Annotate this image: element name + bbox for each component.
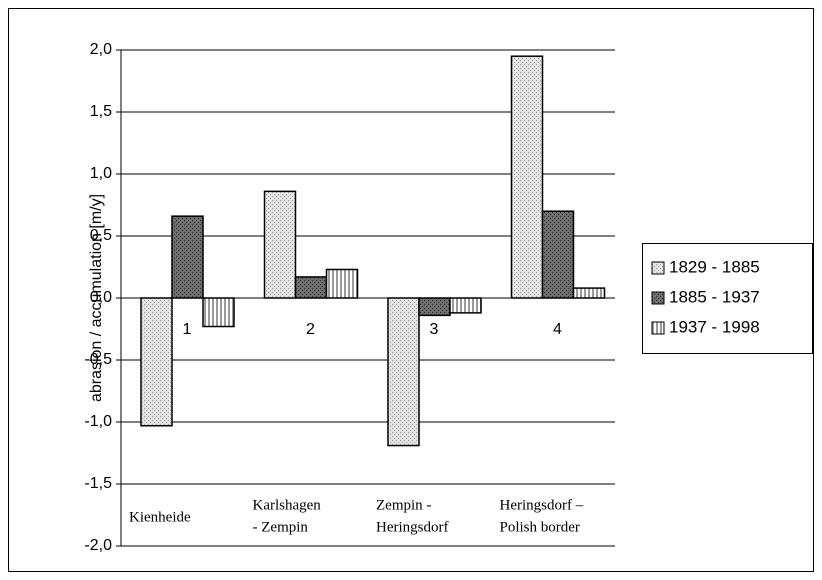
legend-swatch	[651, 261, 665, 275]
bar	[449, 297, 482, 314]
category-name: Kienheide	[129, 509, 191, 525]
category-name: Heringsdorf –	[500, 497, 584, 513]
legend-box	[642, 243, 813, 354]
y-tick-label: 0,5	[90, 227, 112, 244]
bar	[325, 268, 359, 299]
category-number: 3	[430, 321, 439, 338]
category-number: 1	[183, 321, 192, 338]
y-tick-label: -2,0	[84, 537, 112, 554]
category-name: - Zempin	[253, 519, 309, 535]
category-name: Karlshagen	[253, 497, 322, 513]
bar	[541, 210, 575, 299]
y-tick-label: 2,0	[90, 41, 112, 58]
y-axis-label: abrasion / accumulation [m/y]	[88, 194, 105, 402]
bar	[202, 297, 235, 328]
legend-label: 1885 - 1937	[669, 287, 760, 306]
category-number: 4	[553, 321, 562, 338]
bar	[140, 297, 173, 427]
y-tick-label: -1,0	[84, 413, 112, 430]
category-name: Zempin -	[376, 497, 431, 513]
bar	[263, 190, 297, 299]
bar	[294, 276, 328, 299]
bar	[510, 55, 544, 299]
bar	[171, 215, 204, 299]
y-tick-label: 1,5	[90, 103, 112, 120]
category-number: 2	[306, 321, 315, 338]
y-tick-label: -0,5	[84, 351, 112, 368]
legend-label: 1829 - 1885	[669, 257, 760, 276]
legend-swatch	[651, 321, 665, 335]
bar	[572, 287, 606, 299]
category-name: Polish border	[500, 519, 580, 535]
legend-swatch	[651, 291, 665, 305]
y-tick-label: 1,0	[90, 165, 112, 182]
bar	[387, 297, 420, 447]
y-tick-label: -1,5	[84, 475, 112, 492]
chart-frame	[8, 8, 814, 572]
bar	[418, 297, 451, 317]
category-name: Heringsdorf	[376, 519, 448, 535]
legend-label: 1937 - 1998	[669, 317, 760, 336]
y-tick-label: 0,0	[90, 289, 112, 306]
